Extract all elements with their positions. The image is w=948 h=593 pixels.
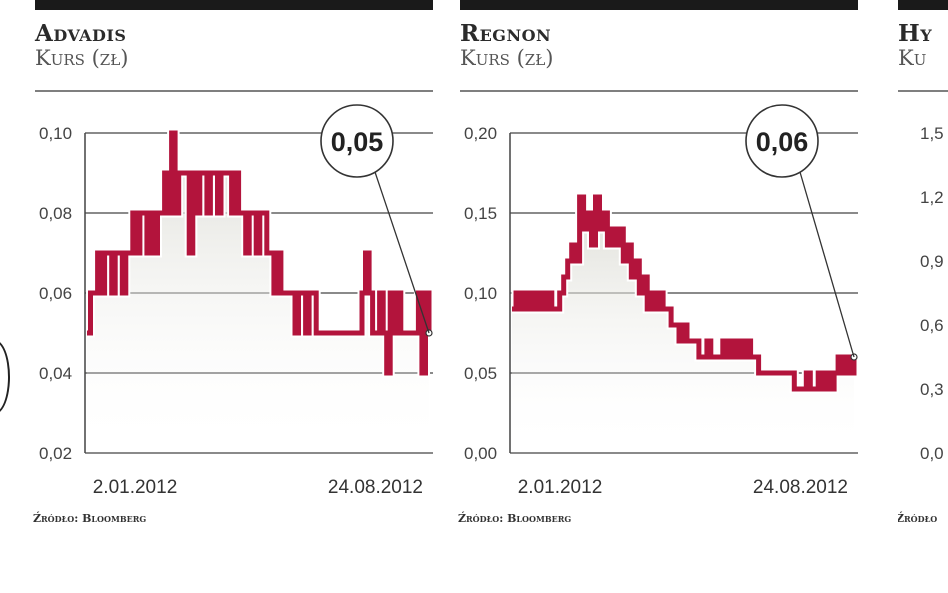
chart-subtitle: Kurs (zł)	[35, 46, 129, 70]
y-tick-label: 0,6	[920, 316, 944, 335]
price-chart: 1,5 1,2 0,9 0,6 0,3 0,0	[898, 90, 948, 463]
chart-panel-advadis: Advadis Kurs (zł) 0,10 0,08 0,06 0,04 0,02 0,…	[33, 0, 435, 540]
y-tick-label: 0,05	[464, 364, 497, 383]
y-tick-label: 0,3	[920, 380, 944, 399]
y-tick-label: 0,08	[39, 204, 72, 223]
y-tick-label: 0,9	[920, 252, 944, 271]
x-tick-label: 2.01.2012	[518, 477, 603, 498]
y-tick-label: 0,02	[39, 444, 72, 463]
callout-pointer	[374, 171, 430, 334]
company-title: Hy	[898, 20, 933, 47]
y-tick-label: 0,10	[39, 124, 72, 143]
y-tick-label: 1,2	[920, 188, 944, 207]
chart-subtitle: Ku	[898, 46, 927, 70]
y-tick-label: 0,0	[920, 444, 944, 463]
y-tick-label: 0,20	[464, 124, 497, 143]
y-tick-label: 0,10	[464, 284, 497, 303]
series-line	[512, 194, 857, 392]
panel-top-bar	[898, 0, 948, 10]
x-tick-label: 24.08.2012	[328, 477, 423, 498]
callout-bubble	[745, 104, 819, 178]
source-label: Źródło: Bloomberg	[33, 512, 147, 525]
last-value-label: 0,05	[331, 127, 384, 157]
callout-pointer	[799, 171, 855, 358]
panel-top-bar	[460, 0, 858, 10]
y-tick-label: 0,04	[39, 364, 72, 383]
x-tick-label: 2.01.2012	[93, 477, 178, 498]
company-title: Regnon	[460, 20, 552, 47]
callout-bubble	[320, 104, 394, 178]
chart-subtitle: Kurs (zł)	[460, 46, 554, 70]
y-tick-label: 0,06	[39, 284, 72, 303]
company-title: Advadis	[35, 20, 127, 47]
source-label: Źródło	[898, 512, 938, 525]
chart-panel-regnon: Regnon Kurs (zł) 0,20 0,15 0,10 0,05 0,00 0,0…	[458, 0, 860, 540]
y-tick-label: 0,00	[464, 444, 497, 463]
y-tick-label: 1,5	[920, 124, 944, 143]
last-value-label: 0,06	[756, 127, 809, 157]
chart-panel-cropped: Hy Ku 1,5 1,2 0,9 0,6 0,3 0,0 Źródło	[898, 0, 948, 540]
x-tick-label: 24.08.2012	[753, 477, 848, 498]
source-label: Źródło: Bloomberg	[458, 512, 572, 525]
previous-panel-fragment	[0, 340, 10, 414]
panel-top-bar	[35, 0, 433, 10]
price-chart: 0,20 0,15 0,10 0,05 0,00 0,06 2.01.2012 24.08.2…	[460, 90, 859, 498]
y-tick-label: 0,15	[464, 204, 497, 223]
price-chart: 0,10 0,08 0,06 0,04 0,02 0,05 2.01.2012 24.08.2…	[35, 90, 434, 498]
series-line	[87, 130, 432, 376]
